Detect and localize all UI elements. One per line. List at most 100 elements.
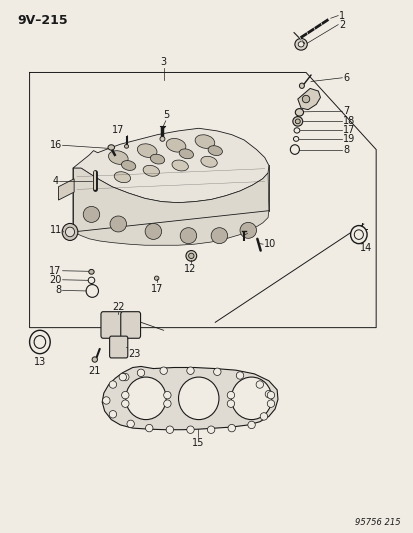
- Ellipse shape: [86, 285, 98, 297]
- Ellipse shape: [163, 400, 171, 407]
- Text: 19: 19: [342, 134, 354, 144]
- Text: 8: 8: [55, 286, 62, 295]
- Ellipse shape: [110, 216, 126, 232]
- Ellipse shape: [178, 377, 218, 419]
- Ellipse shape: [267, 391, 274, 399]
- Ellipse shape: [124, 144, 128, 148]
- Ellipse shape: [137, 144, 157, 157]
- Ellipse shape: [290, 145, 299, 155]
- Ellipse shape: [227, 391, 234, 399]
- Ellipse shape: [207, 426, 214, 433]
- Ellipse shape: [114, 172, 130, 183]
- Ellipse shape: [166, 139, 185, 152]
- Ellipse shape: [186, 367, 194, 374]
- Text: 17: 17: [112, 125, 124, 135]
- Ellipse shape: [166, 426, 173, 433]
- Text: 4: 4: [52, 176, 58, 187]
- Ellipse shape: [119, 373, 126, 381]
- Text: 23: 23: [128, 349, 140, 359]
- Ellipse shape: [231, 377, 271, 419]
- Ellipse shape: [109, 410, 116, 418]
- Text: 5: 5: [163, 110, 169, 120]
- Ellipse shape: [163, 391, 171, 399]
- Ellipse shape: [126, 377, 166, 419]
- Text: 17: 17: [342, 125, 355, 135]
- FancyBboxPatch shape: [101, 312, 122, 338]
- Text: 10: 10: [263, 239, 275, 249]
- Ellipse shape: [121, 391, 129, 399]
- Text: 7: 7: [342, 106, 349, 116]
- Ellipse shape: [180, 228, 196, 244]
- Polygon shape: [73, 128, 268, 203]
- Text: 18: 18: [342, 116, 354, 126]
- Ellipse shape: [301, 95, 309, 103]
- Ellipse shape: [354, 230, 363, 239]
- Text: 15: 15: [191, 438, 204, 448]
- Ellipse shape: [154, 276, 159, 280]
- Ellipse shape: [92, 357, 97, 362]
- Ellipse shape: [294, 38, 306, 50]
- Ellipse shape: [292, 117, 302, 126]
- Ellipse shape: [121, 160, 135, 171]
- Text: 13: 13: [34, 357, 46, 367]
- Ellipse shape: [185, 251, 196, 261]
- Ellipse shape: [294, 109, 303, 116]
- Ellipse shape: [62, 223, 78, 240]
- Ellipse shape: [294, 119, 299, 124]
- Ellipse shape: [171, 160, 188, 171]
- Text: 20: 20: [49, 275, 62, 285]
- Text: 17: 17: [150, 284, 162, 294]
- Text: 1: 1: [338, 11, 344, 21]
- Text: 12: 12: [184, 264, 196, 274]
- Ellipse shape: [260, 413, 267, 420]
- Ellipse shape: [293, 128, 299, 133]
- Text: 22: 22: [112, 302, 124, 312]
- Ellipse shape: [83, 206, 100, 222]
- Text: 17: 17: [49, 266, 62, 276]
- Polygon shape: [102, 367, 277, 430]
- Ellipse shape: [256, 381, 263, 388]
- Text: 11: 11: [50, 225, 62, 236]
- Ellipse shape: [34, 336, 45, 349]
- Ellipse shape: [127, 420, 134, 427]
- Ellipse shape: [88, 269, 94, 274]
- Ellipse shape: [265, 390, 272, 398]
- FancyBboxPatch shape: [109, 336, 128, 358]
- Ellipse shape: [299, 83, 304, 88]
- Polygon shape: [297, 88, 320, 110]
- Text: 21: 21: [88, 366, 101, 376]
- Ellipse shape: [121, 373, 129, 381]
- Ellipse shape: [208, 146, 222, 156]
- Ellipse shape: [236, 372, 243, 379]
- Ellipse shape: [350, 225, 366, 244]
- Ellipse shape: [240, 222, 256, 238]
- Text: 95756 215: 95756 215: [354, 518, 400, 527]
- Polygon shape: [58, 179, 74, 200]
- Text: 6: 6: [342, 73, 349, 83]
- Ellipse shape: [227, 400, 234, 407]
- Ellipse shape: [102, 397, 110, 404]
- Text: 14: 14: [359, 243, 371, 253]
- Text: 2: 2: [338, 20, 344, 30]
- Ellipse shape: [213, 368, 221, 375]
- Ellipse shape: [267, 400, 274, 407]
- FancyBboxPatch shape: [121, 312, 140, 338]
- Ellipse shape: [121, 400, 129, 407]
- Text: 8: 8: [342, 144, 349, 155]
- Ellipse shape: [159, 136, 164, 141]
- Ellipse shape: [108, 145, 114, 150]
- Ellipse shape: [247, 421, 255, 429]
- Polygon shape: [73, 168, 268, 245]
- Ellipse shape: [145, 424, 152, 432]
- Ellipse shape: [228, 424, 235, 432]
- Ellipse shape: [29, 330, 50, 354]
- Ellipse shape: [143, 165, 159, 176]
- Ellipse shape: [65, 227, 74, 237]
- Ellipse shape: [211, 228, 227, 244]
- Ellipse shape: [297, 42, 303, 47]
- Ellipse shape: [109, 381, 116, 388]
- Ellipse shape: [293, 136, 298, 141]
- Ellipse shape: [200, 156, 217, 167]
- Ellipse shape: [150, 154, 164, 164]
- Ellipse shape: [159, 367, 167, 374]
